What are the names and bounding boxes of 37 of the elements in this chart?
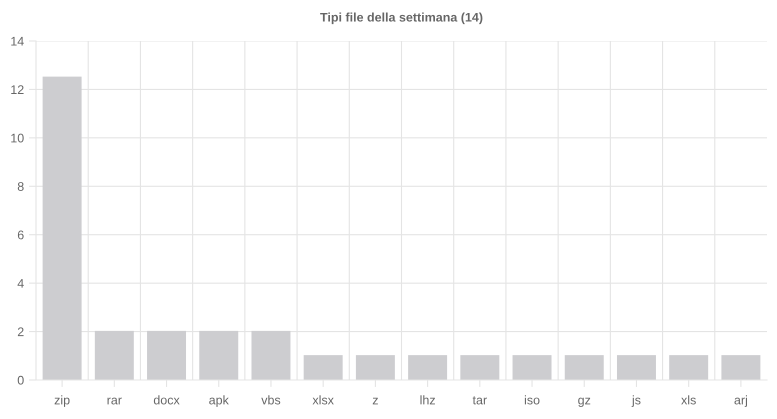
y-tick-label: 0 [18,376,24,385]
x-tick-label: xls [681,395,696,404]
y-tick-label: 4 [18,279,24,288]
y-tick-label: 10 [11,134,24,143]
x-tick-label: docx [154,395,180,404]
y-tick-label: 14 [11,36,24,46]
x-tick-label: z [372,398,378,404]
chart-title: Tipi file della settimana (14) [320,12,482,24]
y-tick-label: 12 [11,85,24,94]
y-tick-label: 6 [18,230,24,240]
x-tick-label: arj [734,395,747,407]
bar [42,76,82,380]
x-tick-label: rar [108,398,122,404]
x-tick-label: gz [578,398,590,407]
y-tick-label: 2 [18,327,24,336]
x-tick-label: iso [524,395,540,404]
bar [408,355,448,380]
bar [199,330,238,380]
y-tick-label: 8 [18,182,24,191]
bar [564,355,604,380]
bar [304,355,343,380]
bar [147,330,186,380]
x-tick-label: tar [472,396,487,404]
x-tick-label: lhz [420,395,435,404]
bar [94,330,134,380]
bar [616,355,656,380]
x-tick-label: xlsx [312,395,334,404]
x-tick-label: vbs [261,395,280,404]
x-tick-label: apk [209,395,229,407]
bar [512,355,552,380]
bar [356,355,395,380]
bar [721,355,760,380]
x-tick-label: js [632,395,641,407]
bar [669,355,708,380]
x-tick-label: zip [54,395,70,407]
bar [251,330,290,380]
bar [460,355,500,380]
